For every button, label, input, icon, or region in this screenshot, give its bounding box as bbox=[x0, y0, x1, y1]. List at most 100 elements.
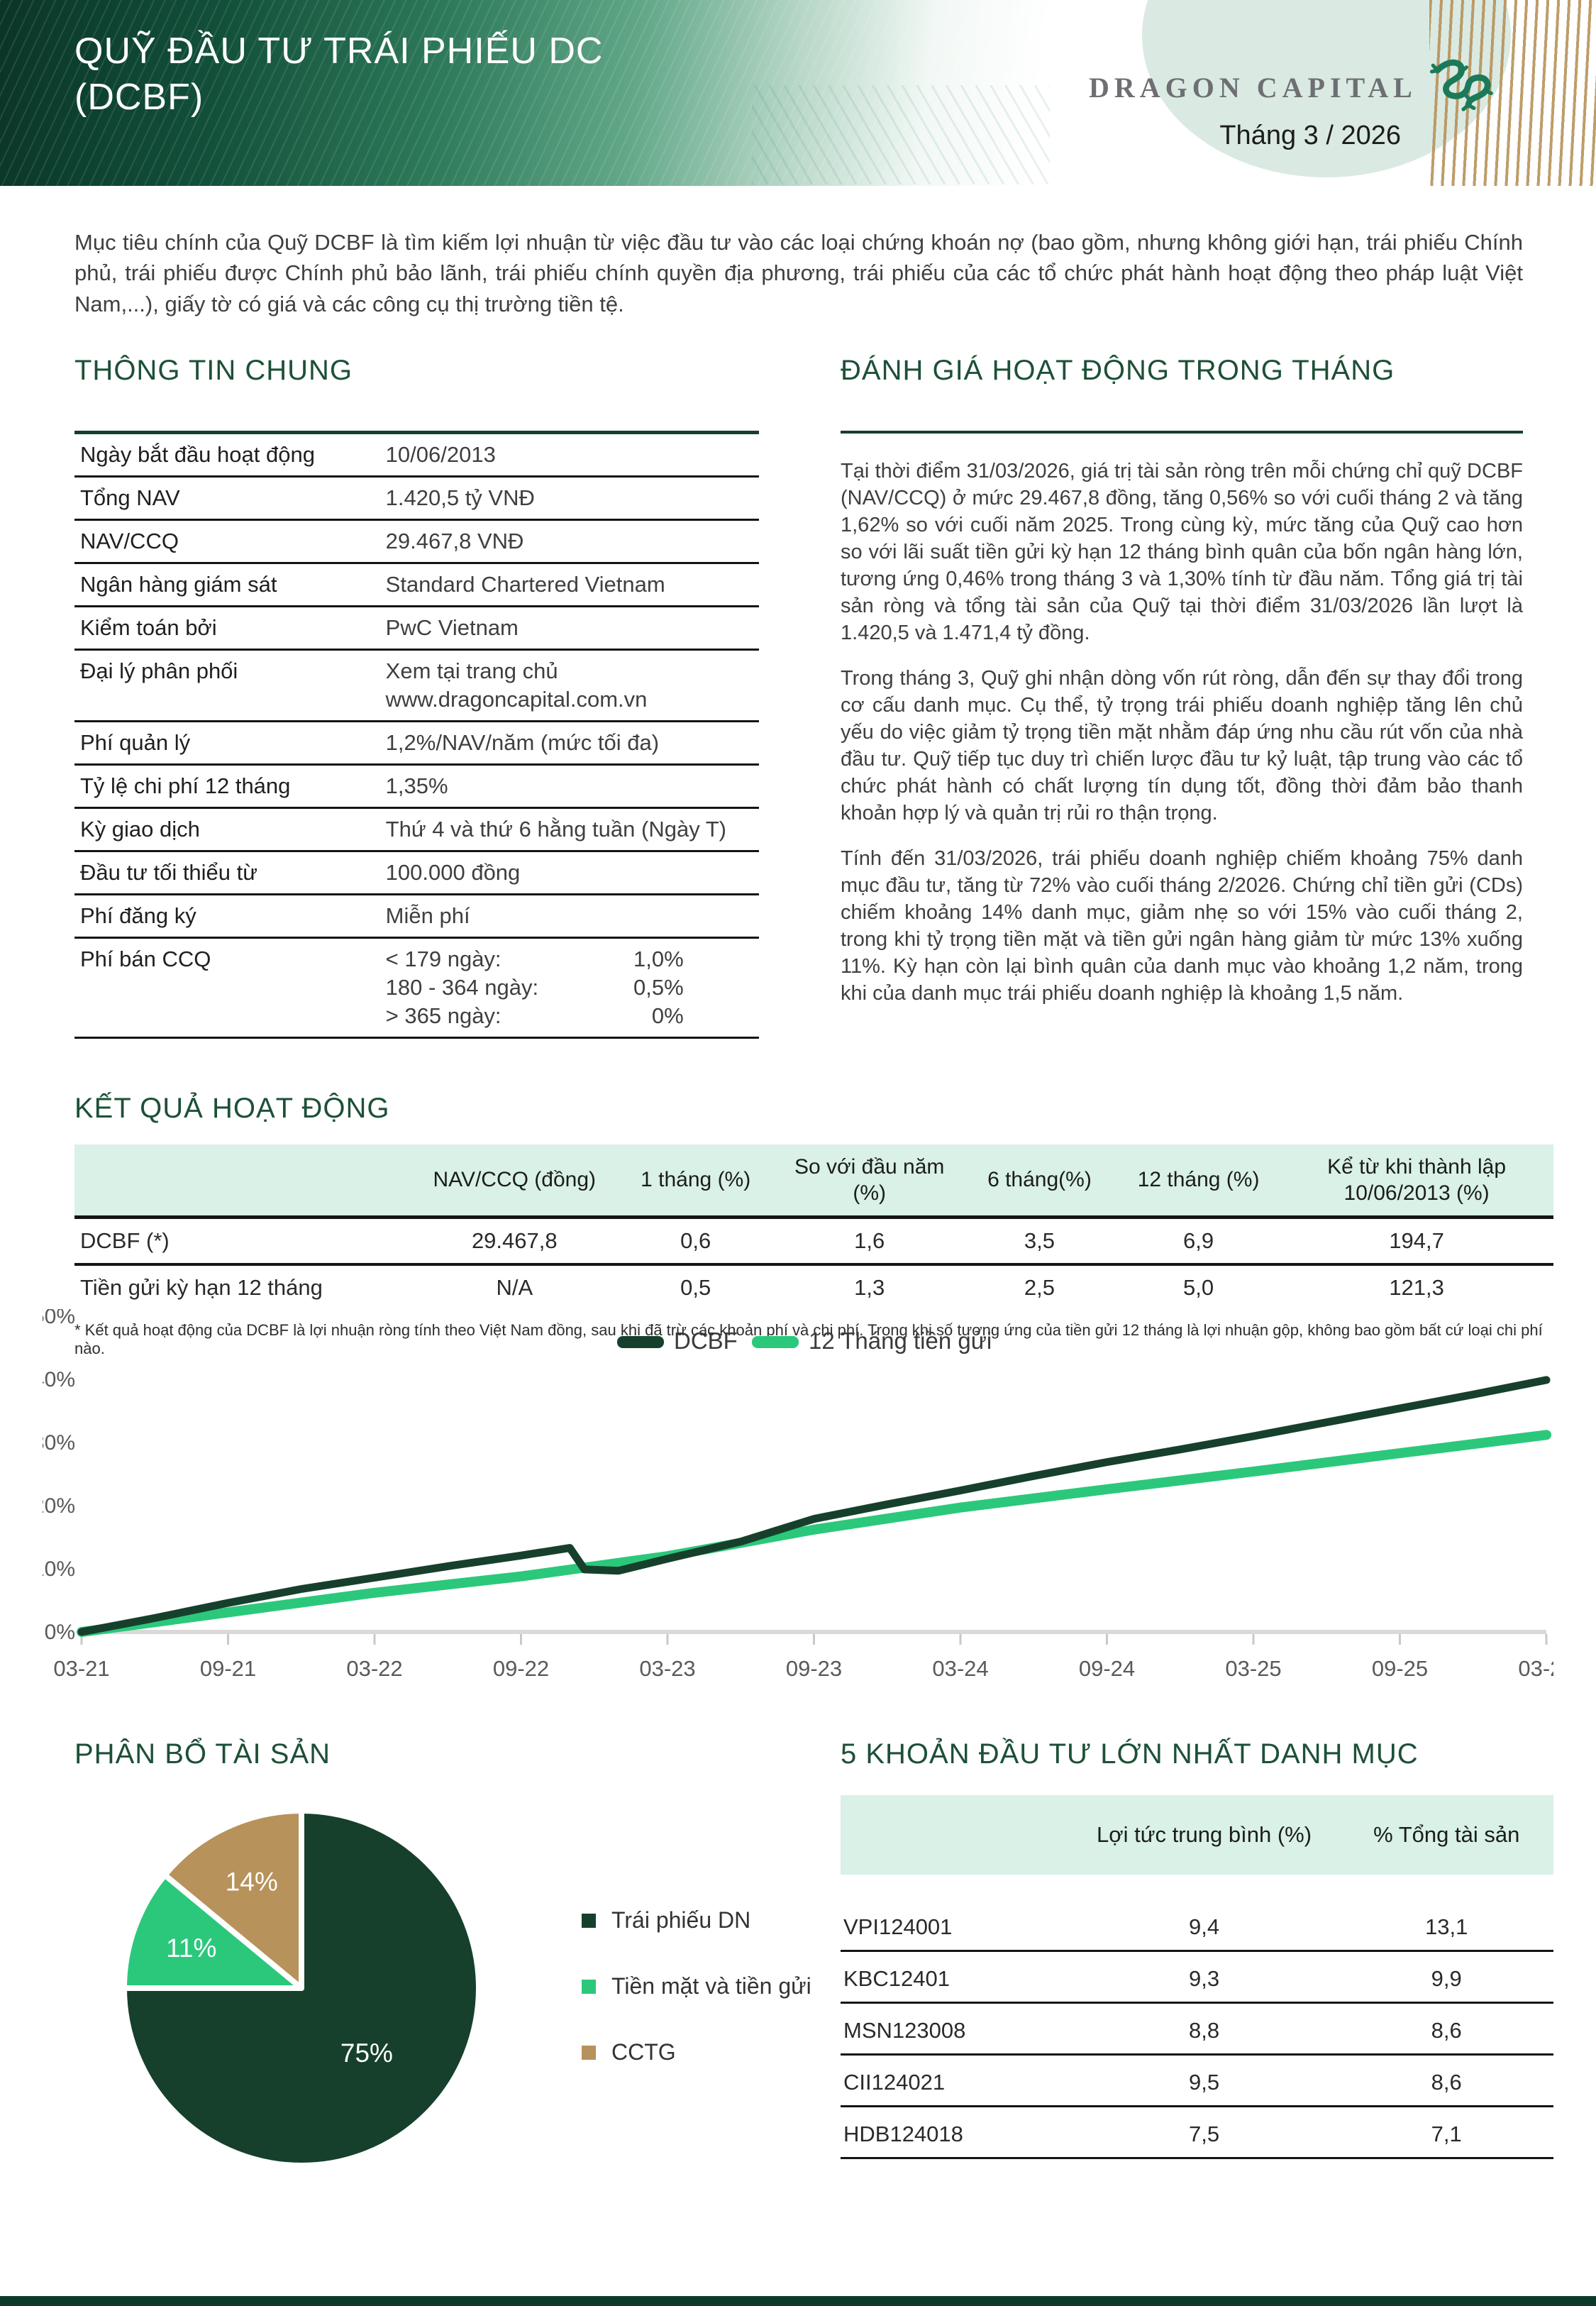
fee-tier-term: > 365 ngày: bbox=[385, 1003, 501, 1028]
top-holdings-title: 5 KHOẢN ĐẦU TƯ LỚN NHẤT DANH MỤC bbox=[841, 1738, 1419, 1770]
performance-row: DCBF (*) 29.467,8 0,6 1,6 3,5 6,9 194,7 bbox=[74, 1219, 1553, 1266]
holdings-row: HDB124018 7,5 7,1 bbox=[841, 2107, 1553, 2159]
top-holdings-table-body: VPI124001 9,4 13,1 KBC12401 9,3 9,9 MSN123008 8… bbox=[841, 1900, 1553, 2159]
general-info-value: Thứ 4 và thứ 6 hằng tuần (Ngày T) bbox=[386, 815, 759, 844]
pie-slice-label: 14% bbox=[226, 1868, 278, 1897]
dragon-icon bbox=[1429, 57, 1503, 118]
holdings-pct-assets: 8,6 bbox=[1431, 2018, 1462, 2043]
holdings-yield: 9,4 bbox=[1188, 1914, 1220, 1939]
holdings-pct-assets: 9,9 bbox=[1431, 1966, 1462, 1991]
x-axis-tick-label: 03-22 bbox=[346, 1656, 402, 1681]
pie-slice-label: 11% bbox=[166, 1933, 216, 1963]
performance-cell: 5,0 bbox=[1183, 1275, 1214, 1300]
review-paragraph: Tính đến 31/03/2026, trái phiếu doanh ng… bbox=[841, 847, 1523, 1005]
header-green-lines-decoration bbox=[752, 85, 1050, 184]
pie-legend-label: Tiền mặt và tiền gửi bbox=[611, 1973, 811, 1999]
footer-bar bbox=[0, 2296, 1596, 2306]
general-info-label: Kỳ giao dịch bbox=[80, 817, 200, 842]
performance-column-header: So với đầu năm (%) bbox=[794, 1154, 945, 1206]
holdings-name: HDB124018 bbox=[843, 2122, 963, 2146]
general-info-label: Tổng NAV bbox=[80, 485, 180, 510]
performance-column-header: 12 tháng (%) bbox=[1137, 1168, 1260, 1192]
general-info-value: 100.000 đồng bbox=[386, 859, 759, 887]
holdings-yield: 9,3 bbox=[1188, 1966, 1220, 1991]
holdings-column-header bbox=[841, 1826, 1069, 1843]
holdings-yield: 7,5 bbox=[1188, 2122, 1220, 2146]
holdings-name: KBC12401 bbox=[843, 1966, 950, 1991]
x-axis-tick-label: 03-24 bbox=[932, 1656, 988, 1681]
x-axis-tick-label: 03-23 bbox=[639, 1656, 695, 1681]
header-tan-lines-decoration bbox=[1429, 0, 1596, 186]
performance-cell: 1,6 bbox=[854, 1228, 885, 1253]
top-holdings-section: Lợi tức trung bình (%) % Tổng tài sản VPI… bbox=[841, 1795, 1553, 2159]
general-info-label: Phí quản lý bbox=[80, 730, 191, 755]
performance-row-label: Tiền gửi kỳ hạn 12 tháng bbox=[80, 1275, 323, 1300]
performance-title: KẾT QUẢ HOẠT ĐỘNG bbox=[74, 1093, 390, 1124]
general-info-value: Xem tại trang chủ www.dragoncapital.com.v… bbox=[386, 657, 759, 714]
performance-column-header bbox=[74, 1173, 415, 1187]
general-info-row: Ngân hàng giám sát Standard Chartered Vie… bbox=[74, 564, 759, 607]
general-info-value: 1,35% bbox=[386, 772, 759, 800]
series-line-deposit bbox=[77, 1430, 1551, 1637]
holdings-yield: 8,8 bbox=[1188, 2018, 1220, 2043]
performance-column-header: Kể từ khi thành lập 10/06/2013 (%) bbox=[1327, 1154, 1507, 1206]
x-axis-tick-label: 09-25 bbox=[1372, 1656, 1428, 1681]
pie-slice-label: 75% bbox=[340, 2039, 393, 2068]
general-info-value: 10/06/2013 bbox=[386, 441, 759, 469]
y-axis-tick-label: 10% bbox=[43, 1557, 75, 1581]
general-info-row: Đầu tư tối thiểu từ 100.000 đồng bbox=[74, 852, 759, 895]
monthly-review-paragraphs: Tại thời điểm 31/03/2026, giá trị tài sả… bbox=[841, 458, 1523, 1007]
performance-line-chart: 03-21 09-21 03-22 09-22 03-23 09-23 03-24 09-24… bbox=[43, 1309, 1553, 1681]
report-period: Tháng 3 / 2026 bbox=[1219, 121, 1401, 150]
holdings-row: CII124021 9,5 8,6 bbox=[841, 2056, 1553, 2107]
general-info-value-line: 10/06/2013 bbox=[385, 442, 496, 467]
performance-cell: 0,5 bbox=[680, 1275, 711, 1300]
general-info-value-line: PwC Vietnam bbox=[385, 615, 519, 640]
fee-tier-term: 180 - 364 ngày: bbox=[385, 975, 539, 1000]
general-info-row: Phí bán CCQ < 179 ngày: 1,0% 180 - 364 ngày… bbox=[74, 939, 759, 1039]
fee-tier-rate: 0% bbox=[651, 1003, 684, 1028]
general-info-value: 1.420,5 tỷ VNĐ bbox=[386, 484, 759, 512]
review-paragraph: Trong tháng 3, Quỹ ghi nhận dòng vốn rút… bbox=[841, 667, 1523, 824]
pie-slice-2 bbox=[121, 1872, 304, 1991]
fee-tier-line: 180 - 364 ngày: 0,5% bbox=[386, 973, 684, 1002]
general-info-value: < 179 ngày: 1,0% 180 - 364 ngày: 0,5% > 365 … bbox=[386, 945, 759, 1030]
performance-cell: 3,5 bbox=[1024, 1228, 1055, 1253]
holdings-row: KBC12401 9,3 9,9 bbox=[841, 1952, 1553, 2004]
performance-row: Tiền gửi kỳ hạn 12 tháng N/A 0,5 1,3 2,5 5,0 1… bbox=[74, 1266, 1553, 1310]
performance-column-header: 6 tháng(%) bbox=[987, 1168, 1092, 1192]
general-info-value: Standard Chartered Vietnam bbox=[386, 570, 759, 599]
general-info-value: PwC Vietnam bbox=[386, 614, 759, 642]
performance-column-header: NAV/CCQ (đồng) bbox=[433, 1168, 597, 1192]
fee-tier-rate: 0,5% bbox=[633, 975, 684, 1000]
header-wave-pattern bbox=[0, 0, 1064, 186]
y-axis-tick-label: 40% bbox=[43, 1368, 75, 1391]
holdings-pct-assets: 7,1 bbox=[1431, 2122, 1462, 2146]
monthly-review-section: ĐÁNH GIÁ HOẠT ĐỘNG TRONG THÁNG Tại thời … bbox=[841, 355, 1523, 1007]
fee-tier-rate: 1,0% bbox=[633, 947, 684, 971]
general-info-value-line: 1.420,5 tỷ VNĐ bbox=[385, 485, 535, 510]
performance-table-header: NAV/CCQ (đồng) 1 tháng (%) So với đầu năm … bbox=[74, 1144, 1553, 1219]
pie-legend-item: CCTG bbox=[582, 2039, 811, 2065]
holdings-row: VPI124001 9,4 13,1 bbox=[841, 1900, 1553, 1952]
asset-allocation-legend: Trái phiếu DN Tiền mặt và tiền gửi CCTG bbox=[582, 1907, 811, 2105]
general-info-label: Phí đăng ký bbox=[80, 903, 196, 928]
holdings-column-header: % Tổng tài sản bbox=[1373, 1821, 1520, 1847]
general-info-row: Kỳ giao dịch Thứ 4 và thứ 6 hằng tuần (Ng… bbox=[74, 809, 759, 852]
fee-tier-line: < 179 ngày: 1,0% bbox=[386, 945, 684, 973]
performance-cell: 0,6 bbox=[680, 1228, 711, 1253]
general-info-value-line: 1,2%/NAV/năm (mức tối đa) bbox=[385, 730, 660, 755]
performance-cell: 29.467,8 bbox=[471, 1228, 558, 1253]
fund-title: QUỸ ĐẦU TƯ TRÁI PHIẾU DC (DCBF) bbox=[74, 28, 603, 121]
performance-footnote: * Kết quả hoạt động của DCBF là lợi nhuậ… bbox=[74, 1321, 1543, 1357]
fee-tier-line: > 365 ngày: 0% bbox=[386, 1002, 684, 1030]
pie-legend-item: Tiền mặt và tiền gửi bbox=[582, 1973, 811, 1999]
holdings-name: MSN123008 bbox=[843, 2018, 966, 2043]
asset-allocation-pie-chart: 75% 11% 14% bbox=[121, 1808, 482, 2168]
distributor-website-link[interactable]: www.dragoncapital.com.vn bbox=[385, 687, 648, 712]
general-info-label: Tỷ lệ chi phí 12 tháng bbox=[80, 773, 291, 798]
general-info-value: 1,2%/NAV/năm (mức tối đa) bbox=[386, 729, 759, 757]
legend-label: 12 Tháng tiền gửi bbox=[809, 1328, 992, 1354]
holdings-pct-assets: 8,6 bbox=[1431, 2070, 1462, 2095]
